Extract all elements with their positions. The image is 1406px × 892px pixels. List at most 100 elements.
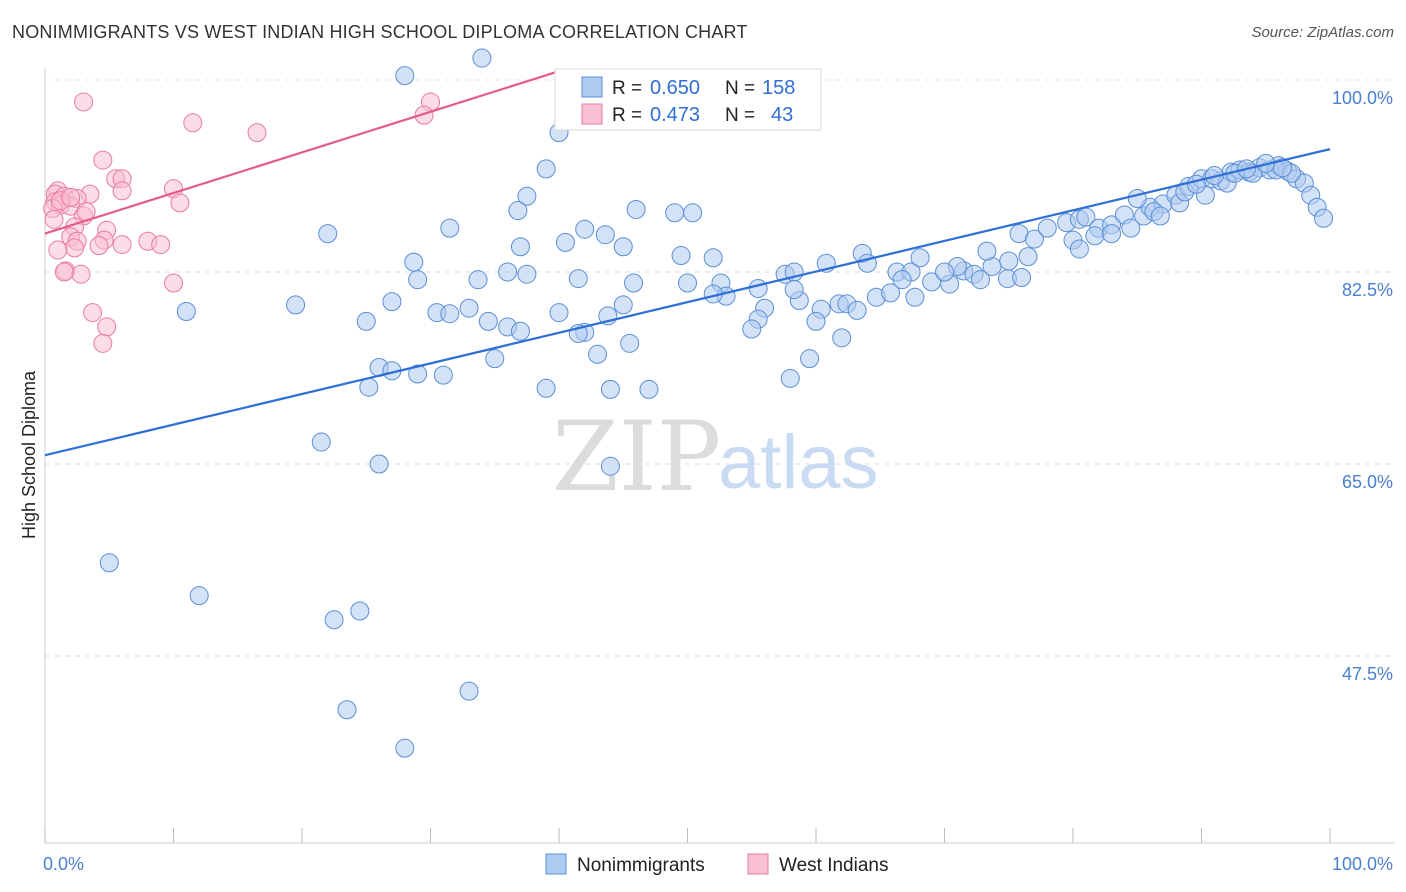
data-point (318, 224, 338, 244)
data-point (1037, 218, 1057, 238)
data-point (517, 186, 537, 206)
data-point (395, 66, 415, 86)
gridlines (45, 79, 1395, 657)
y-tick-label: 47.5% (1342, 664, 1393, 684)
data-point (74, 92, 94, 112)
data-point (1272, 158, 1292, 178)
data-point (1018, 247, 1038, 267)
data-point (408, 270, 428, 290)
data-point (93, 150, 113, 170)
data-point (356, 311, 376, 331)
data-point (468, 270, 488, 290)
data-point (395, 738, 415, 758)
data-point (1102, 224, 1122, 244)
data-point (575, 219, 595, 239)
legend-r-value-nonimmigrants: 0.650 (650, 77, 700, 99)
data-point (176, 301, 196, 321)
data-point (588, 344, 608, 364)
trend-lines (44, 70, 1331, 457)
data-point (48, 240, 68, 260)
data-point (337, 700, 357, 720)
data-point (112, 235, 132, 255)
data-point (832, 328, 852, 348)
legend-n-label: N = (725, 105, 755, 126)
data-point (742, 319, 762, 339)
data-point (478, 311, 498, 331)
data-point (600, 379, 620, 399)
data-point (517, 264, 537, 284)
data-point (780, 368, 800, 388)
legend-swatch-west-indians (581, 103, 603, 125)
data-point (247, 123, 267, 143)
data-point (71, 264, 91, 284)
data-point (600, 456, 620, 476)
data-point (881, 283, 901, 303)
y-tick-label: 82.5% (1342, 280, 1393, 300)
data-point (613, 237, 633, 257)
data-point (624, 273, 644, 293)
data-point (620, 333, 640, 353)
data-point (613, 295, 633, 315)
bottom-legend-swatch-west-indians (747, 853, 769, 875)
data-point (1186, 174, 1206, 194)
bottom-legend: Nonimmigrants West Indians (545, 853, 888, 876)
y-tick-labels: 100.0% 82.5% 65.0% 47.5% (1332, 88, 1393, 684)
data-point (1069, 239, 1089, 259)
series-west-indians (43, 92, 440, 353)
data-point (44, 209, 64, 229)
data-point (748, 278, 768, 298)
data-point (1012, 267, 1032, 287)
data-point (151, 235, 171, 255)
data-point (999, 251, 1019, 271)
data-point (1024, 229, 1044, 249)
data-point (977, 241, 997, 261)
data-point (510, 237, 530, 257)
data-point (536, 378, 556, 398)
data-point (1150, 206, 1170, 226)
bottom-legend-label-nonimmigrants: Nonimmigrants (577, 855, 705, 876)
data-point (459, 681, 479, 701)
data-point (440, 218, 460, 238)
watermark-atlas: atlas (718, 420, 879, 505)
data-point (54, 262, 74, 282)
data-point (350, 601, 370, 621)
data-point (99, 553, 119, 573)
data-point (83, 303, 103, 323)
data-point (93, 333, 113, 353)
x-tick-label: 100.0% (1332, 854, 1393, 874)
data-point (806, 311, 826, 331)
legend-n-value-nonimmigrants: 158 (762, 77, 795, 99)
axes (44, 68, 1395, 844)
data-point (549, 303, 569, 323)
data-point (183, 113, 203, 133)
data-point (414, 105, 434, 125)
data-point (164, 273, 183, 293)
data-point (935, 262, 954, 282)
data-point (970, 270, 990, 290)
data-point (905, 287, 925, 307)
data-point (382, 292, 402, 312)
watermark-zip: ZIP (552, 401, 721, 513)
legend-box: R = 0.650 N = 158 R = 0.473 N = 43 (554, 68, 822, 131)
legend-swatch-nonimmigrants (581, 76, 603, 98)
y-tick-label: 65.0% (1342, 472, 1393, 492)
data-point (1127, 188, 1147, 208)
bottom-legend-swatch-nonimmigrants (545, 853, 567, 875)
data-point (404, 252, 424, 272)
x-tick-label: 0.0% (43, 854, 84, 874)
data-point (595, 225, 615, 245)
data-point (678, 273, 697, 293)
x-tick-labels: 0.0% 100.0% (43, 854, 1393, 874)
y-tick-label: 100.0% (1332, 88, 1393, 108)
trend-line-0 (44, 148, 1331, 457)
data-point (784, 280, 804, 300)
data-point (639, 379, 659, 399)
data-point (510, 321, 530, 341)
legend-n-label: N = (725, 78, 755, 99)
legend-n-value-west-indians: 43 (771, 104, 793, 126)
data-point (97, 317, 117, 337)
legend-r-label: R = (612, 78, 642, 99)
data-point (665, 203, 685, 223)
trend-line-1 (44, 70, 560, 235)
